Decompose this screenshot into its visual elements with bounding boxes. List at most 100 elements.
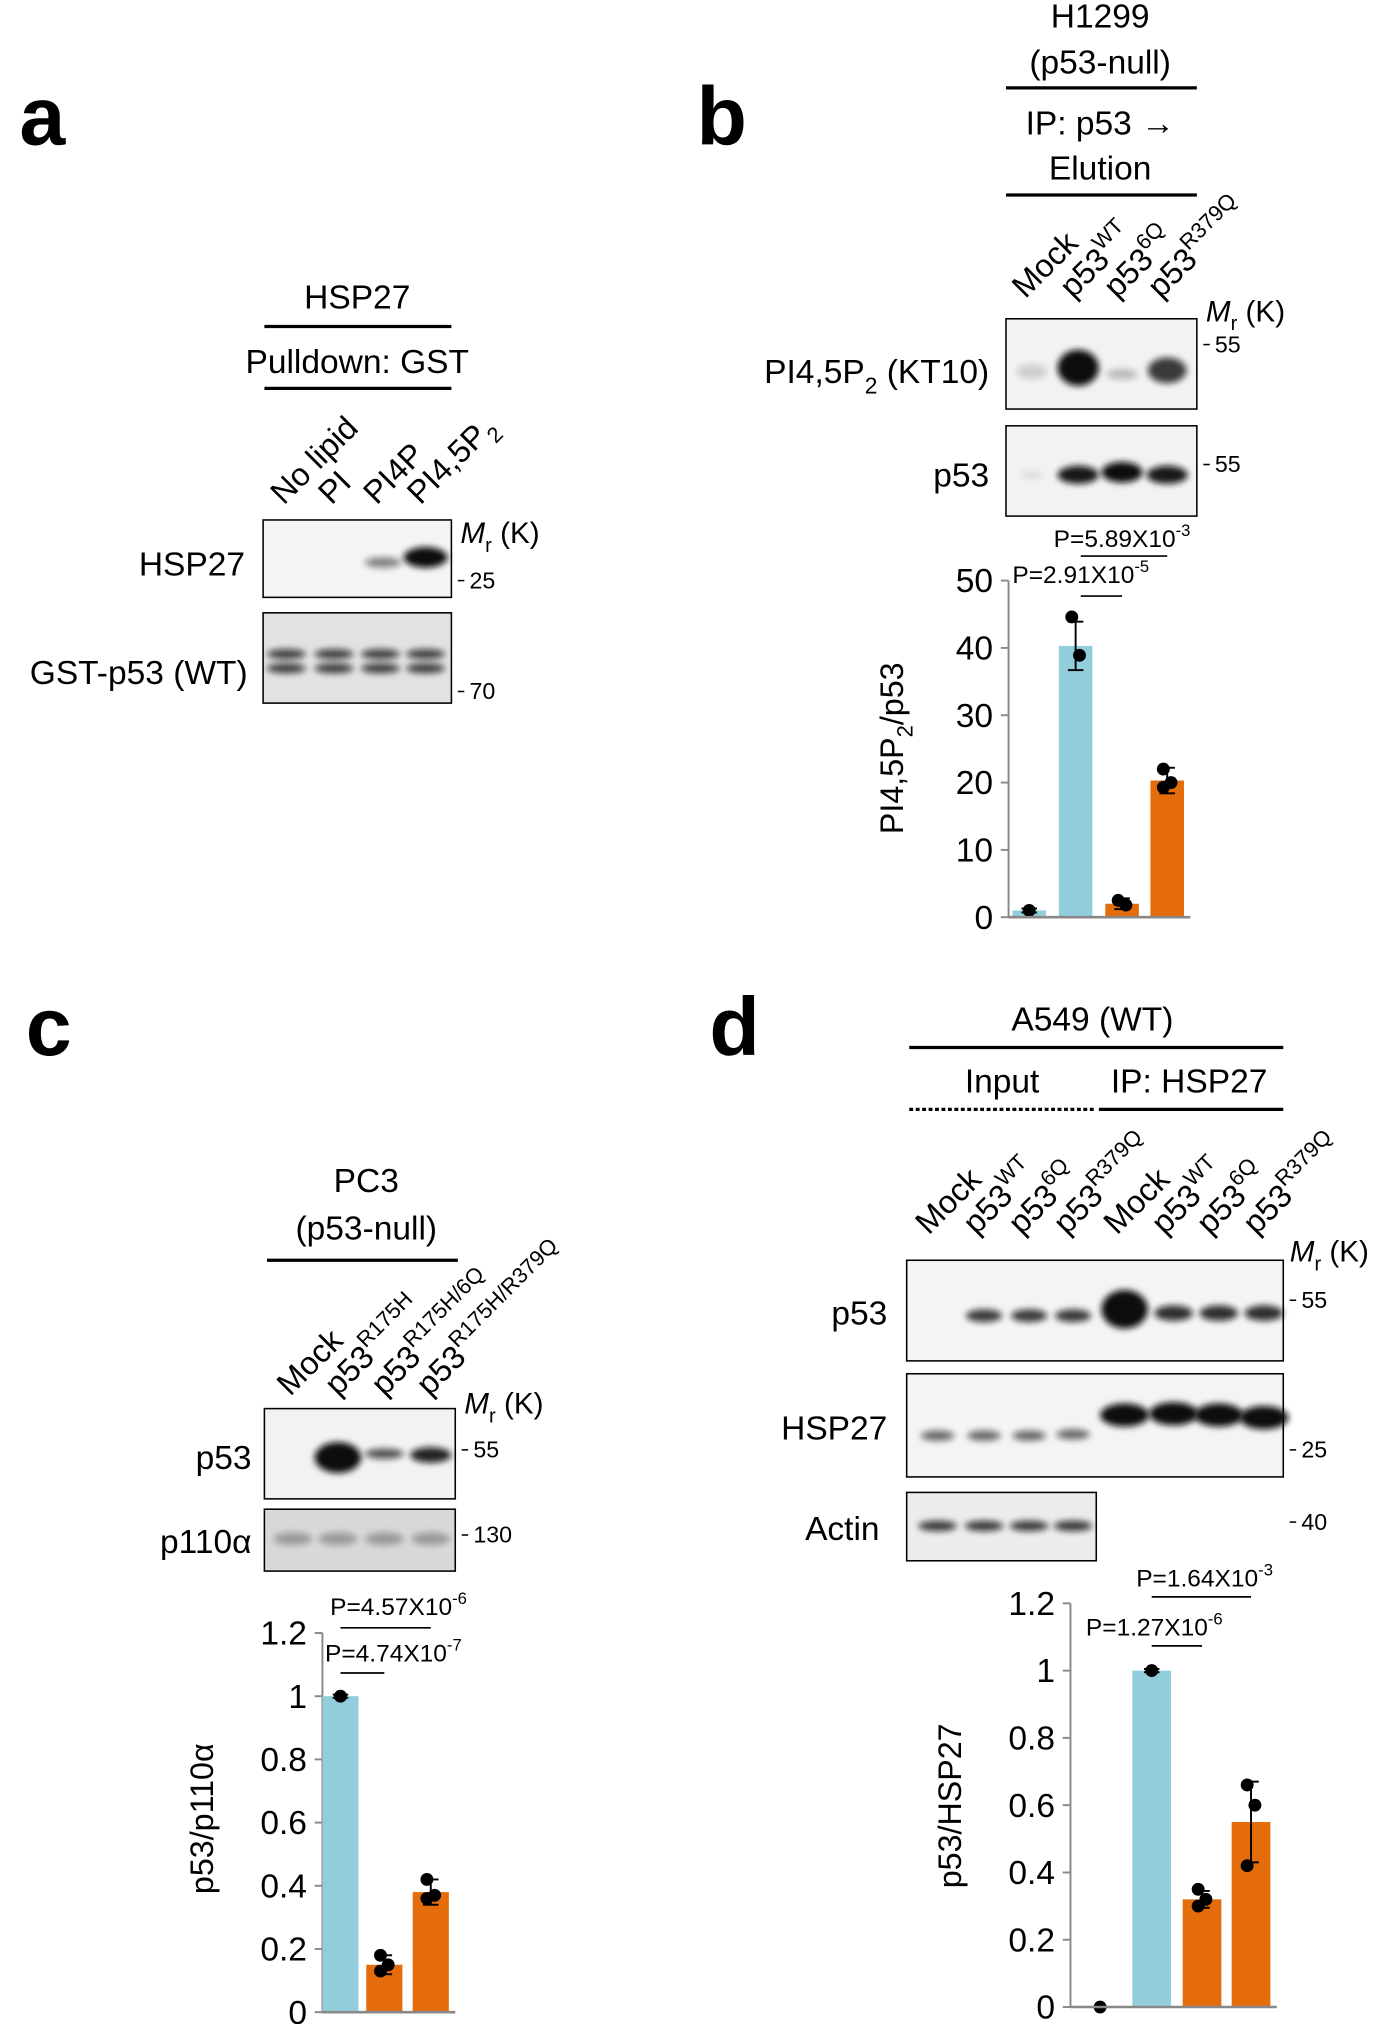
panel-letter: c bbox=[26, 981, 72, 1073]
band bbox=[1016, 363, 1048, 380]
y-tick-label: 20 bbox=[956, 765, 993, 802]
band bbox=[410, 1447, 452, 1463]
marker-label: 55 bbox=[1215, 451, 1241, 477]
band bbox=[964, 1520, 1004, 1532]
band bbox=[314, 648, 354, 660]
band bbox=[1012, 1430, 1046, 1441]
y-tick-label: 40 bbox=[956, 631, 993, 668]
mr-label-part: (K) bbox=[492, 517, 540, 550]
mr-label-part: (K) bbox=[496, 1388, 544, 1421]
blot-label: GST-p53 (WT) bbox=[30, 655, 248, 692]
mr-label-part: (K) bbox=[1321, 1236, 1369, 1269]
band bbox=[966, 1309, 1003, 1323]
y-axis-label-part: /p53 bbox=[874, 662, 910, 725]
blot-label-part: HSP27 bbox=[781, 1411, 887, 1448]
header: IP: p53 → bbox=[1026, 105, 1175, 142]
header-part: (p53-null) bbox=[1029, 45, 1171, 82]
p-value-part: -3 bbox=[1176, 521, 1191, 540]
y-tick-label: 0.8 bbox=[260, 1742, 307, 1779]
band bbox=[1056, 1429, 1090, 1440]
bar bbox=[1182, 1899, 1222, 2008]
y-tick-label: 30 bbox=[956, 698, 993, 735]
y-tick-label: 50 bbox=[956, 563, 993, 600]
bar bbox=[1058, 645, 1093, 918]
y-axis-label-part: p53/p110α bbox=[184, 1743, 220, 1894]
band bbox=[1239, 1406, 1289, 1430]
band bbox=[920, 1430, 955, 1441]
data-point bbox=[1145, 1664, 1159, 1678]
header-part: PC3 bbox=[334, 1163, 399, 1200]
p-value-part: P=5.89X10 bbox=[1054, 526, 1176, 553]
band bbox=[273, 1532, 313, 1546]
y-tick-label: 1.2 bbox=[260, 1616, 307, 1653]
header-part: Pulldown: GST bbox=[245, 344, 469, 381]
mr-label-part: (K) bbox=[1237, 295, 1285, 328]
header-part: A549 (WT) bbox=[1011, 1002, 1173, 1039]
header: IP: HSP27 bbox=[1111, 1064, 1267, 1101]
marker-label: 55 bbox=[1215, 331, 1241, 357]
data-point bbox=[1156, 762, 1170, 776]
header-part: Elution bbox=[1049, 150, 1151, 187]
mr-label: Mr (K) bbox=[460, 517, 539, 557]
y-axis-label: p53/HSP27 bbox=[932, 1723, 968, 1888]
y-axis-label: PI4,5P2/p53 bbox=[874, 662, 918, 834]
header: Input bbox=[965, 1064, 1040, 1101]
y-tick-label: 0 bbox=[974, 900, 993, 937]
blot-label: PI4,5P2 (KT10) bbox=[764, 354, 989, 398]
mr-label: Mr (K) bbox=[1290, 1236, 1369, 1276]
bar bbox=[1150, 780, 1184, 918]
blot-label: HSP27 bbox=[139, 546, 245, 583]
header: Elution bbox=[1049, 150, 1151, 187]
p-value: P=2.91X10-5 bbox=[1012, 557, 1149, 589]
band bbox=[361, 663, 400, 674]
mr-label-part: M bbox=[460, 517, 485, 550]
y-axis-label: p53/p110α bbox=[184, 1743, 220, 1894]
data-point bbox=[1065, 610, 1079, 624]
blot-label: p110α bbox=[160, 1524, 251, 1561]
p-value-part: -7 bbox=[447, 1635, 462, 1654]
band bbox=[1154, 1305, 1193, 1321]
band bbox=[266, 648, 306, 660]
band bbox=[364, 1532, 404, 1546]
y-tick-label: 0.8 bbox=[1008, 1721, 1055, 1758]
header: A549 (WT) bbox=[1011, 1002, 1173, 1039]
header-part: (p53-null) bbox=[295, 1211, 437, 1248]
blot-label: HSP27 bbox=[781, 1411, 887, 1448]
band bbox=[364, 557, 402, 568]
blot-label-part: HSP27 bbox=[139, 546, 245, 583]
data-point bbox=[1022, 904, 1036, 917]
mr-label-part: r bbox=[1231, 313, 1238, 335]
band bbox=[1101, 461, 1143, 483]
header-part: HSP27 bbox=[304, 279, 410, 316]
blot-label: p53 bbox=[831, 1296, 887, 1333]
data-point bbox=[1248, 1798, 1262, 1812]
band bbox=[411, 1532, 451, 1546]
header-part: H1299 bbox=[1051, 0, 1150, 35]
band bbox=[1244, 1305, 1284, 1321]
p-value-part: -3 bbox=[1258, 1560, 1273, 1579]
mr-label: Mr (K) bbox=[464, 1388, 543, 1428]
p-value-part: P=1.27X10 bbox=[1086, 1615, 1208, 1642]
band bbox=[318, 1532, 358, 1546]
blot-label-part: p53 bbox=[933, 457, 989, 494]
data-point bbox=[1156, 780, 1170, 794]
band bbox=[1021, 470, 1043, 479]
blot bbox=[905, 1372, 1285, 1478]
band bbox=[361, 648, 400, 660]
y-tick-label: 0.2 bbox=[1008, 1922, 1055, 1959]
marker-label: 70 bbox=[469, 678, 495, 704]
band bbox=[1054, 1309, 1092, 1323]
band bbox=[1011, 1309, 1048, 1323]
header: PC3 bbox=[334, 1163, 399, 1200]
band bbox=[1053, 1520, 1093, 1532]
marker-label: 55 bbox=[473, 1437, 499, 1463]
p-value: P=5.89X10-3 bbox=[1054, 521, 1191, 553]
p-value-part: P=4.57X10 bbox=[330, 1594, 452, 1621]
band bbox=[1100, 1403, 1150, 1427]
bar bbox=[322, 1696, 359, 2013]
band bbox=[1147, 357, 1187, 384]
blot-label-part: Actin bbox=[805, 1511, 880, 1548]
y-tick-label: 0 bbox=[288, 1995, 307, 2024]
